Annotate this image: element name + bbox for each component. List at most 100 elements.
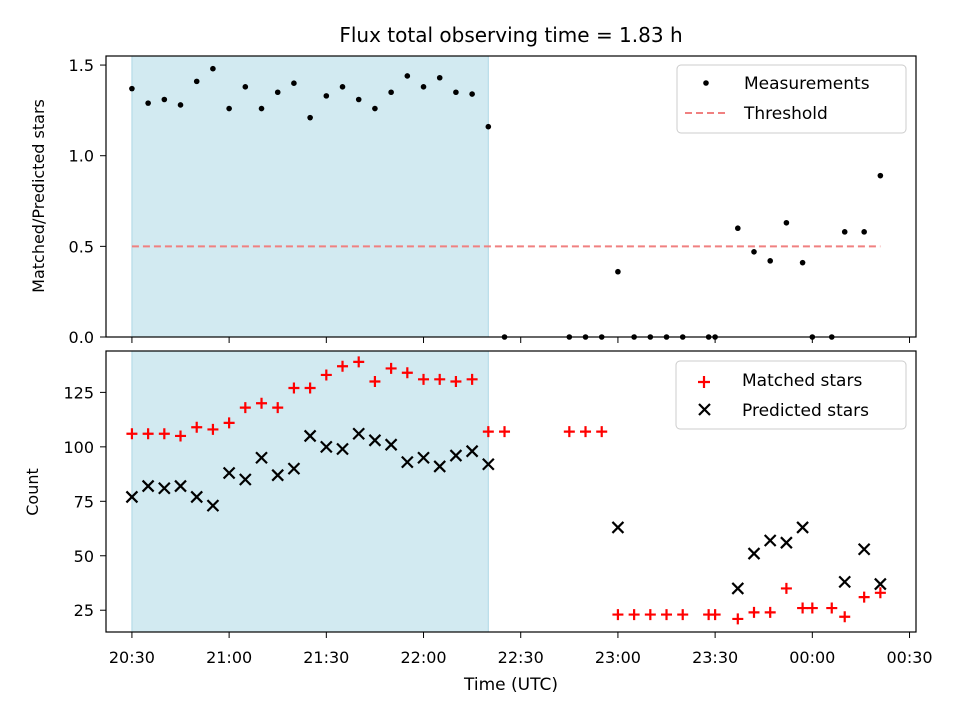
matched-star-point — [191, 421, 203, 433]
measurement-point — [193, 78, 200, 85]
matched-star-point — [780, 582, 792, 594]
matched-star-point — [256, 397, 268, 409]
matched-star-point — [482, 426, 494, 438]
predicted-star-point — [303, 429, 317, 443]
measurement-point — [877, 172, 884, 179]
measurement-point — [274, 89, 281, 96]
matched-star-point — [239, 402, 251, 414]
measurement-point — [339, 84, 346, 90]
matched-star-point — [466, 373, 478, 385]
predicted-star-point — [222, 466, 236, 480]
x-tick-label: 00:00 — [789, 648, 835, 667]
top-plot-frame — [105, 55, 917, 338]
predicted-star-point — [368, 434, 382, 447]
measurement-point — [210, 65, 216, 72]
matched-star-point — [369, 375, 381, 387]
measurement-point — [258, 105, 265, 112]
measurement-point — [436, 74, 443, 81]
predicted-star-point — [239, 473, 252, 486]
predicted-star-point — [190, 490, 203, 504]
matched-star-point — [858, 591, 870, 603]
measurement-point — [226, 105, 232, 112]
measurement-point — [307, 114, 313, 121]
x-tick-label: 20:30 — [109, 648, 155, 667]
top-ylabel: Matched/Predicted stars — [29, 99, 48, 293]
predicted-star-point — [747, 547, 761, 560]
predicted-star-point — [449, 449, 463, 462]
measurement-point — [767, 258, 773, 264]
measurement-point — [783, 219, 790, 226]
matched-star-point — [644, 609, 656, 621]
measurement-point — [420, 84, 427, 90]
matched-star-point — [748, 606, 760, 618]
matched-star-point — [353, 356, 365, 368]
measurement-point — [799, 259, 806, 266]
x-tick-label: 23:30 — [692, 648, 738, 667]
x-axis-label: Time (UTC) — [463, 675, 558, 695]
bottom-ytick-label: 25 — [74, 601, 94, 620]
matched-star-point — [158, 428, 170, 440]
predicted-star-point — [287, 462, 301, 475]
matched-star-point — [806, 602, 818, 614]
matched-star-point — [142, 428, 154, 440]
predicted-star-point — [206, 499, 220, 512]
predicted-star-point — [763, 534, 777, 547]
measurement-point — [615, 268, 621, 275]
top-legend: Measurements Threshold — [676, 64, 907, 134]
matched-star-point — [709, 609, 721, 621]
matched-star-point — [499, 426, 511, 438]
predicted-star-point — [417, 451, 430, 465]
matched-star-point — [839, 611, 851, 623]
top-ytick-label: 0.0 — [69, 328, 94, 347]
predicted-star-point — [271, 468, 284, 482]
matched-star-point — [826, 602, 838, 614]
legend-matched-label: Matched stars — [742, 371, 862, 391]
predicted-star-point — [384, 438, 398, 451]
matched-star-point — [288, 382, 300, 394]
measurement-point — [291, 80, 297, 86]
measurement-point — [404, 73, 411, 79]
figure-title: Flux total observing time = 1.83 h — [339, 23, 682, 47]
matched-star-point — [223, 417, 235, 429]
top-ytick-label: 1.0 — [69, 147, 94, 166]
bottom-ytick-label: 100 — [63, 438, 94, 457]
x-tick-label: 21:30 — [303, 648, 349, 667]
bottom-legend: Matched stars Predicted stars — [675, 360, 907, 430]
predicted-star-point — [731, 582, 745, 595]
bottom-panel: 25 50 75 100 125 20:30 21:00 21:30 22:00 22:30 23… — [23, 350, 933, 667]
bottom-plot-frame — [105, 350, 917, 633]
top-shaded-region — [131, 55, 489, 338]
x-tick-label: 22:30 — [498, 648, 544, 667]
predicted-star-point — [796, 521, 809, 534]
matched-star-point — [563, 426, 575, 438]
legend-measurements-label: Measurements — [744, 74, 870, 94]
measurement-point — [242, 84, 249, 90]
matched-star-point — [450, 375, 462, 387]
predicted-star-point — [141, 479, 155, 493]
bottom-legend-box — [675, 360, 907, 430]
matched-star-point — [797, 602, 809, 614]
predicted-star-point — [465, 444, 479, 458]
measurement-point — [485, 123, 492, 130]
measurement-point — [388, 89, 394, 96]
predicted-star-point — [838, 575, 851, 589]
x-tick-label: 00:30 — [886, 648, 932, 667]
bottom-ytick-label: 75 — [74, 492, 94, 511]
predicted-star-point — [433, 460, 446, 473]
matched-star-point — [207, 423, 219, 435]
matched-star-point — [434, 373, 446, 385]
matched-star-point — [628, 609, 640, 621]
matched-star-point — [677, 609, 689, 621]
matched-star-point — [175, 430, 187, 442]
matched-star-point — [580, 426, 592, 438]
predicted-star-point — [611, 521, 625, 534]
matched-star-point — [401, 367, 413, 379]
measurement-point — [161, 96, 168, 103]
bottom-ylabel: Count — [23, 468, 42, 516]
legend-predicted-label: Predicted stars — [742, 401, 869, 421]
predicted-star-point — [174, 479, 187, 493]
matched-star-point — [385, 362, 397, 374]
matched-star-point — [337, 360, 349, 372]
predicted-star-point — [482, 457, 495, 471]
